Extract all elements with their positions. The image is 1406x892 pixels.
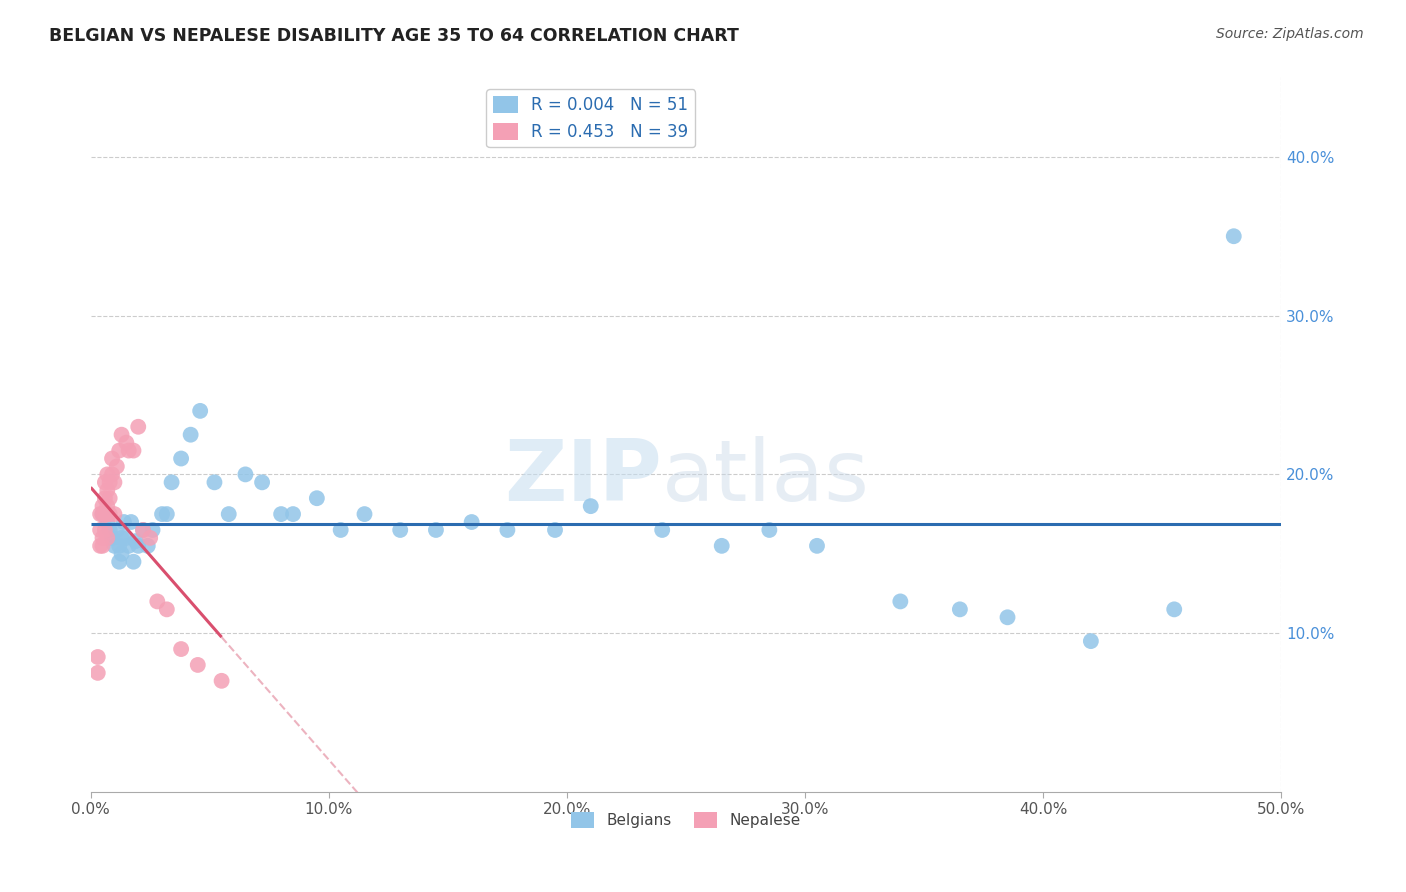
Point — [105, 523, 128, 537]
Point — [108, 443, 131, 458]
Point — [235, 467, 257, 482]
Point — [94, 491, 117, 506]
Point — [122, 555, 145, 569]
Point — [125, 534, 148, 549]
Point — [87, 665, 110, 680]
Point — [105, 459, 128, 474]
Point — [108, 539, 131, 553]
Point — [211, 673, 233, 688]
Point — [889, 594, 911, 608]
Point — [204, 475, 226, 490]
Point — [98, 523, 121, 537]
Point — [758, 523, 780, 537]
Point — [146, 594, 169, 608]
Point — [188, 404, 211, 418]
Point — [218, 507, 240, 521]
Text: Source: ZipAtlas.com: Source: ZipAtlas.com — [1216, 27, 1364, 41]
Point — [98, 491, 121, 506]
Text: ZIP: ZIP — [505, 436, 662, 519]
Point — [1163, 602, 1185, 616]
Legend: Belgians, Nepalese: Belgians, Nepalese — [565, 806, 807, 834]
Point — [136, 539, 159, 553]
Point — [997, 610, 1019, 624]
Text: atlas: atlas — [662, 436, 870, 519]
Point — [101, 451, 124, 466]
Point — [389, 523, 412, 537]
Point — [94, 523, 117, 537]
Point — [115, 531, 138, 545]
Point — [1080, 634, 1102, 648]
Point — [120, 515, 142, 529]
Point — [118, 539, 141, 553]
Text: BELGIAN VS NEPALESE DISABILITY AGE 35 TO 64 CORRELATION CHART: BELGIAN VS NEPALESE DISABILITY AGE 35 TO… — [49, 27, 740, 45]
Point — [96, 515, 118, 529]
Point — [132, 523, 155, 537]
Point — [806, 539, 828, 553]
Point — [103, 475, 125, 490]
Point — [91, 539, 114, 553]
Point — [103, 507, 125, 521]
Point — [94, 507, 117, 521]
Point — [180, 427, 202, 442]
Point — [96, 531, 118, 545]
Point — [112, 515, 135, 529]
Point — [281, 507, 304, 521]
Point — [270, 507, 292, 521]
Point — [96, 467, 118, 482]
Point — [118, 443, 141, 458]
Point — [160, 475, 183, 490]
Point — [132, 523, 155, 537]
Point — [156, 602, 179, 616]
Point — [115, 435, 138, 450]
Point — [250, 475, 273, 490]
Point — [127, 539, 149, 553]
Point — [122, 443, 145, 458]
Point — [651, 523, 673, 537]
Point — [544, 523, 567, 537]
Point — [98, 475, 121, 490]
Point — [110, 427, 132, 442]
Point — [91, 507, 114, 521]
Point — [150, 507, 173, 521]
Point — [91, 507, 114, 521]
Point — [89, 507, 111, 521]
Point — [710, 539, 733, 553]
Point — [101, 531, 124, 545]
Point — [110, 547, 132, 561]
Point — [1223, 229, 1246, 244]
Point — [91, 499, 114, 513]
Point — [103, 539, 125, 553]
Point — [305, 491, 328, 506]
Point — [101, 467, 124, 482]
Point — [329, 523, 352, 537]
Point — [187, 657, 209, 672]
Point — [170, 451, 193, 466]
Point — [89, 539, 111, 553]
Point — [96, 507, 118, 521]
Point — [496, 523, 519, 537]
Point — [425, 523, 447, 537]
Point — [98, 507, 121, 521]
Point — [579, 499, 602, 513]
Point — [141, 523, 163, 537]
Point — [460, 515, 482, 529]
Point — [96, 499, 118, 513]
Point — [170, 642, 193, 657]
Point — [87, 650, 110, 665]
Point — [139, 531, 162, 545]
Point — [89, 523, 111, 537]
Point — [127, 419, 149, 434]
Point — [108, 555, 131, 569]
Point — [949, 602, 972, 616]
Point — [156, 507, 179, 521]
Point — [96, 483, 118, 498]
Point — [110, 531, 132, 545]
Point — [94, 475, 117, 490]
Point — [353, 507, 375, 521]
Point — [91, 531, 114, 545]
